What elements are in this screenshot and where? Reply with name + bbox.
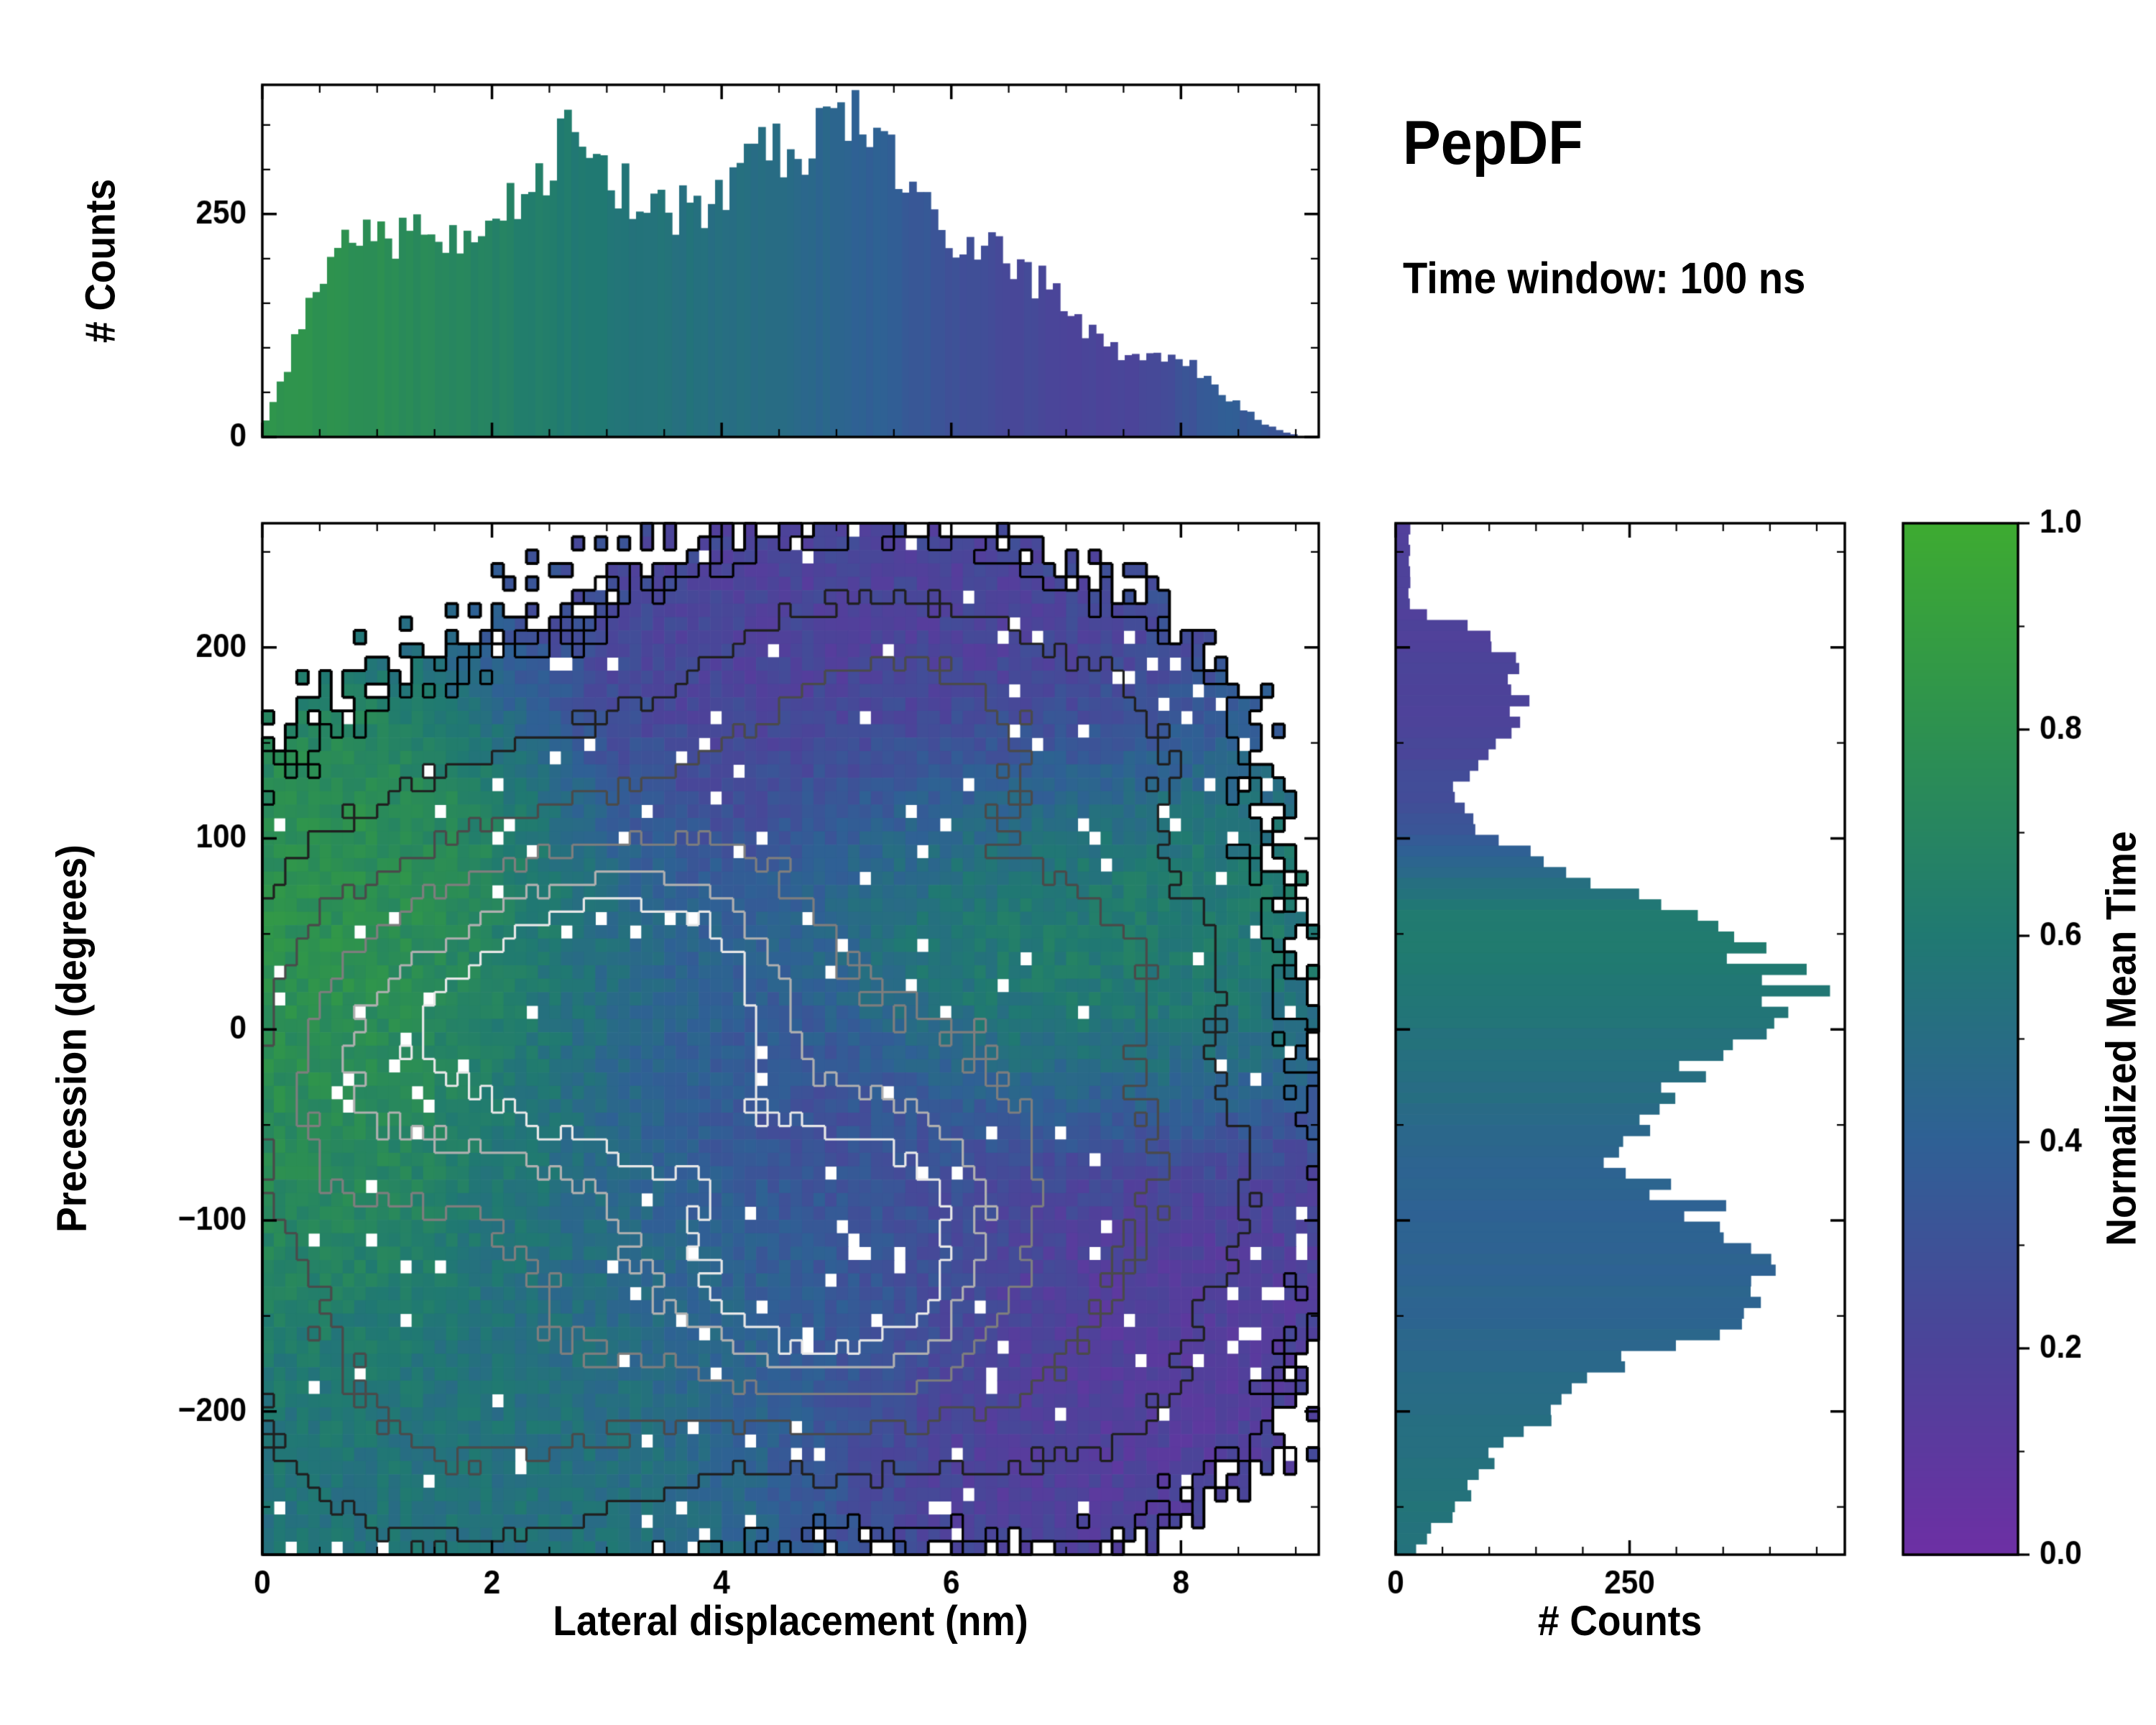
- top-hist-y-axis-label: # Counts: [77, 178, 124, 344]
- joint-y-axis-label: Precession (degrees): [48, 845, 96, 1233]
- right-hist-x-axis-label: # Counts: [1537, 1598, 1703, 1644]
- colorbar-label: Normalized Mean Time: [2098, 831, 2145, 1246]
- figure-subtitle: Time window: 100 ns: [1403, 254, 1806, 303]
- joint-x-axis-label: Lateral displacement (nm): [553, 1598, 1028, 1644]
- figure-title: PepDF: [1403, 109, 1583, 178]
